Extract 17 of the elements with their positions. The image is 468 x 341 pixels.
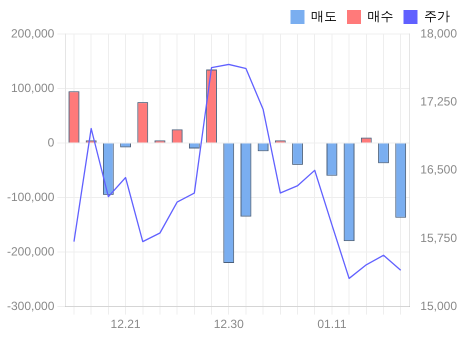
y-tick-label: 200,000 xyxy=(10,26,55,40)
legend-label: 매수 xyxy=(368,8,394,24)
y-tick-label: -300,000 xyxy=(7,298,55,313)
y-tick-label: 100,000 xyxy=(10,80,55,95)
y2-tick-label: 17,250 xyxy=(420,94,458,108)
x-tick-label: 01.11 xyxy=(317,317,347,332)
y2-tick-label: 15,750 xyxy=(420,230,458,245)
y-tick-label: -100,000 xyxy=(7,190,55,204)
y-tick-label: -200,000 xyxy=(7,244,55,258)
legend-label: 매도 xyxy=(311,8,337,24)
x-tick-label: 12.21 xyxy=(110,317,141,332)
legend-label: 주가 xyxy=(424,8,450,24)
y2-tick-label: 18,000 xyxy=(420,26,458,40)
x-tick-label: 12.30 xyxy=(214,317,244,332)
y-tick-label: 0 xyxy=(48,135,55,150)
y2-tick-label: 16,500 xyxy=(420,162,458,177)
y2-tick-label: 15,000 xyxy=(420,298,458,313)
